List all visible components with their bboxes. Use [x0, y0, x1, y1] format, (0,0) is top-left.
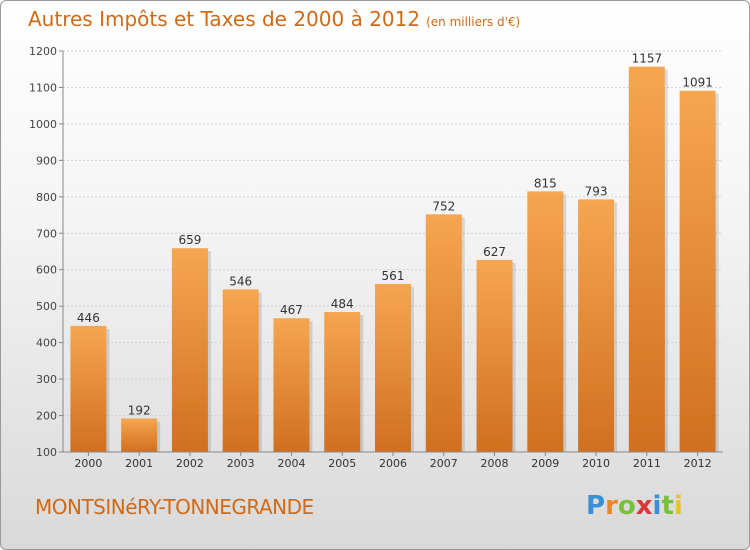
bar: [324, 312, 361, 452]
value-label: 561: [382, 269, 405, 283]
y-tick-label: 300: [36, 373, 57, 386]
logo-letter: P: [586, 491, 606, 521]
y-tick-label: 500: [36, 300, 57, 313]
value-label: 627: [483, 245, 506, 259]
logo-letter: t: [661, 491, 674, 521]
x-tick-label: 2012: [684, 457, 712, 470]
x-tick-label: 2010: [582, 457, 610, 470]
title-text: Autres Impôts et Taxes de 2000 à 2012: [28, 7, 421, 31]
value-label: 1091: [682, 76, 713, 90]
bar: [121, 418, 158, 452]
x-tick-label: 2003: [227, 457, 255, 470]
x-tick-label: 2002: [176, 457, 204, 470]
logo-letter: r: [605, 491, 618, 521]
value-label: 546: [229, 274, 252, 288]
x-tick-label: 2001: [125, 457, 153, 470]
y-tick-label: 600: [36, 264, 57, 277]
bar: [273, 318, 310, 452]
value-label: 815: [534, 176, 557, 190]
chart-title: Autres Impôts et Taxes de 2000 à 2012 (en…: [28, 7, 520, 31]
bar: [375, 283, 411, 452]
bar: [222, 289, 259, 452]
proxiti-logo: Proxiti: [586, 491, 683, 521]
y-tick-label: 200: [36, 410, 57, 423]
x-tick-label: 2011: [633, 457, 661, 470]
value-label: 192: [128, 403, 151, 417]
axes: 100 200 300 400 500 600 700 800 900 1000 1100 1200 2…: [29, 45, 723, 470]
y-tick-label: 400: [36, 337, 57, 350]
y-tick-label: 900: [36, 154, 57, 167]
logo-letter: i: [652, 491, 662, 521]
x-tick-label: 2005: [328, 457, 356, 470]
bar: [527, 191, 564, 452]
logo-letter: i: [673, 491, 683, 521]
commune-name: MONTSINéRY-TONNEGRANDE: [35, 495, 314, 519]
y-tick-label: 700: [36, 227, 57, 240]
y-tick-label: 1000: [29, 118, 57, 131]
bar: [679, 90, 716, 453]
bar: [70, 325, 107, 452]
bar: [476, 259, 513, 452]
value-label: 446: [77, 311, 100, 325]
value-label: 659: [178, 233, 201, 247]
x-tick-label: 2006: [379, 457, 407, 470]
value-label: 752: [432, 199, 455, 213]
logo-letter: x: [635, 491, 653, 521]
value-label: 1157: [632, 52, 663, 66]
value-labels: 446 192 659 546 467 484 561 752 627 815 793 1157 109…: [77, 52, 713, 418]
y-tick-label: 1200: [29, 45, 57, 58]
x-tick-label: 2007: [430, 457, 458, 470]
x-tick-label: 2000: [74, 457, 102, 470]
bars: [70, 66, 719, 453]
x-tick-label: 2009: [531, 457, 559, 470]
x-tick-label: 2004: [277, 457, 305, 470]
bar: [578, 199, 615, 452]
bar: [628, 66, 665, 453]
bar: [425, 214, 462, 452]
x-tick-label: 2008: [481, 457, 509, 470]
y-tick-label: 1100: [29, 81, 57, 94]
bar: [171, 248, 208, 452]
y-tick-label: 100: [36, 446, 57, 459]
value-label: 467: [280, 303, 303, 317]
value-label: 484: [331, 297, 354, 311]
unit-note: (en milliers d'€): [426, 15, 521, 29]
y-tick-label: 800: [36, 191, 57, 204]
value-label: 793: [585, 184, 608, 198]
logo-letter: o: [617, 491, 636, 521]
